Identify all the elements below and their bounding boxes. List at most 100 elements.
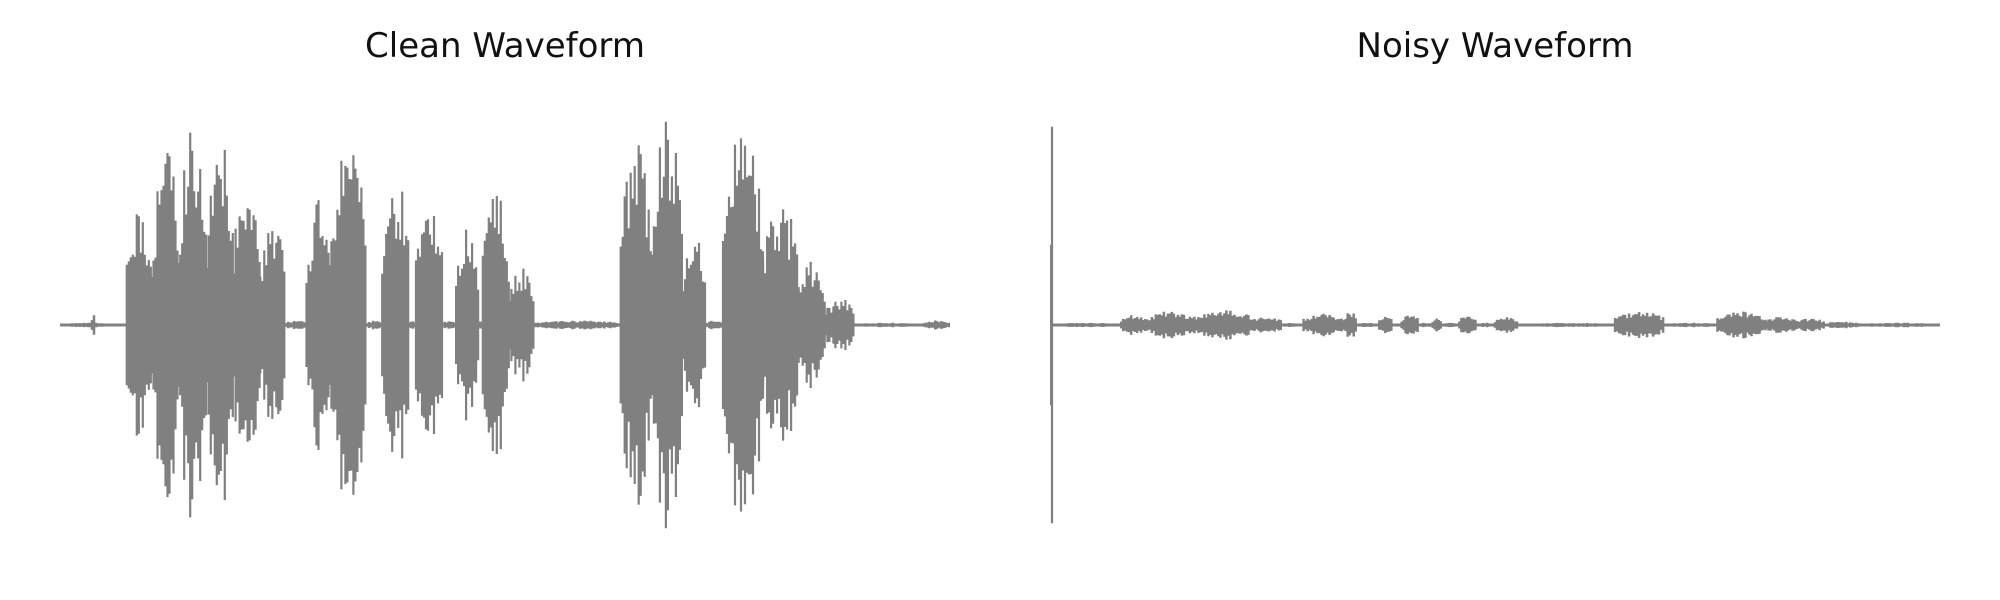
waveform-trace — [1493, 317, 1519, 333]
waveform-trace — [1391, 323, 1402, 327]
waveform-segment — [1280, 323, 1305, 327]
noisy-waveform-plot — [1050, 126, 1940, 524]
waveform-trace — [1458, 316, 1477, 334]
waveform-trace — [414, 216, 444, 434]
waveform-segment — [232, 208, 261, 442]
waveform-trace — [1342, 313, 1357, 337]
waveform-segment — [1302, 313, 1345, 337]
waveform-segment — [481, 196, 510, 454]
waveform-segment — [1475, 322, 1495, 328]
waveform-trace — [1119, 315, 1149, 335]
waveform-segment — [1458, 316, 1477, 334]
waveform-segment — [533, 320, 622, 330]
waveform-trace — [1431, 318, 1442, 332]
waveform-segment — [1858, 322, 1940, 328]
waveform-trace — [1378, 316, 1393, 334]
waveform-segment — [125, 214, 154, 436]
waveform-segment — [650, 121, 683, 529]
waveform-segment — [60, 322, 128, 328]
waveform-trace — [1302, 313, 1345, 337]
waveform-trace — [205, 149, 234, 501]
waveform-segment — [179, 132, 208, 518]
waveform-segment — [721, 138, 765, 512]
clean-waveform-panel: Clean Waveform — [60, 0, 950, 600]
waveform-trace — [762, 209, 799, 441]
waveform-segment — [1355, 323, 1381, 327]
waveform-trace — [1253, 317, 1282, 333]
waveform-segment — [853, 322, 925, 328]
waveform-trace — [481, 196, 510, 454]
waveform-trace — [1146, 311, 1194, 339]
waveform-segment — [305, 200, 332, 450]
waveform-segment — [1662, 322, 1718, 328]
waveform-trace — [365, 320, 383, 330]
waveform-trace — [1355, 323, 1381, 327]
waveform-segment — [1440, 322, 1459, 328]
waveform-trace — [259, 231, 286, 419]
waveform-trace — [1400, 315, 1419, 335]
waveform-trace — [60, 322, 128, 328]
waveform-segment — [1823, 321, 1860, 329]
waveform-segment — [455, 229, 480, 421]
waveform-segment — [90, 315, 96, 335]
waveform-trace — [179, 132, 208, 518]
waveform-trace — [681, 242, 707, 408]
waveform-trace — [1051, 322, 1122, 328]
waveform-trace — [1280, 323, 1305, 327]
waveform-segment — [441, 321, 456, 329]
waveform-segment — [922, 320, 950, 330]
waveform-segment — [414, 216, 444, 434]
waveform-trace — [330, 155, 367, 495]
waveform-trace — [125, 214, 154, 436]
waveform-trace — [152, 153, 181, 497]
waveform-segment — [1051, 322, 1122, 328]
waveform-segment — [284, 321, 308, 329]
waveform-segment — [152, 153, 181, 497]
waveform-trace — [508, 268, 535, 382]
waveform-segment — [797, 261, 826, 389]
waveform-segment — [1765, 317, 1798, 333]
waveform-trace — [232, 208, 261, 442]
waveform-segment — [1191, 310, 1256, 340]
waveform-segment — [1253, 317, 1282, 333]
waveform-segment — [1378, 316, 1393, 334]
waveform-trace — [441, 321, 456, 329]
waveform-trace — [650, 121, 683, 529]
waveform-trace — [1516, 322, 1615, 328]
waveform-segment — [1400, 315, 1419, 335]
waveform-segment — [1119, 315, 1149, 335]
noisy-waveform-title: Noisy Waveform — [1356, 26, 1634, 66]
waveform-trace — [1858, 322, 1940, 328]
waveform-segment — [1796, 318, 1825, 332]
waveform-trace — [305, 200, 332, 450]
waveform-trace — [922, 320, 950, 330]
waveform-segment — [1342, 313, 1357, 337]
waveform-segment — [407, 321, 417, 329]
waveform-segment — [619, 145, 652, 505]
waveform-trace — [381, 191, 410, 459]
waveform-segment — [1516, 322, 1615, 328]
waveform-segment — [681, 242, 707, 408]
waveform-trace — [1440, 322, 1459, 328]
waveform-trace — [797, 261, 826, 389]
waveform-segment — [1613, 312, 1665, 338]
waveform-segment — [704, 320, 723, 330]
waveform-segment — [824, 300, 855, 350]
waveform-trace — [407, 321, 417, 329]
waveform-trace — [1662, 322, 1718, 328]
waveform-segment — [381, 191, 410, 459]
waveform-trace — [1475, 322, 1495, 328]
waveform-trace — [1716, 311, 1767, 339]
waveform-trace — [721, 138, 765, 512]
clean-waveform-title: Clean Waveform — [365, 26, 645, 66]
waveform-trace — [704, 320, 723, 330]
waveform-trace — [824, 300, 855, 350]
waveform-segment — [259, 231, 286, 419]
waveform-trace — [853, 322, 925, 328]
waveform-segment — [205, 149, 234, 501]
waveform-trace — [455, 229, 480, 421]
waveform-trace — [1823, 321, 1860, 329]
waveform-segment — [762, 209, 799, 441]
waveform-trace — [284, 321, 308, 329]
waveform-trace — [1796, 318, 1825, 332]
